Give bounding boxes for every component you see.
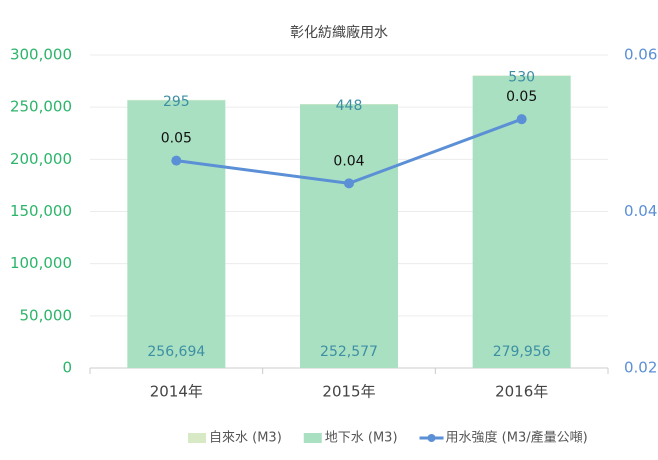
bar-value-label: 448 [336, 98, 363, 114]
bar [472, 75, 571, 76]
y2-tick-label: 0.02 [624, 359, 657, 377]
legend-label: 用水強度 (M3/產量公噸) [446, 430, 588, 446]
bar-value-label: 252,577 [320, 344, 378, 360]
legend-swatch [188, 433, 206, 443]
bar-value-label: 295 [163, 94, 190, 110]
x-tick-label: 2015年 [322, 383, 375, 401]
bar [472, 75, 571, 369]
bar-value-label: 530 [508, 69, 535, 85]
x-tick-label: 2016年 [495, 383, 548, 401]
bar-value-label: 256,694 [147, 344, 205, 360]
y2-tick-label: 0.06 [624, 46, 657, 64]
y-tick-label: 100,000 [10, 254, 72, 272]
line-point [516, 114, 527, 125]
line-value-label: 0.05 [161, 131, 192, 147]
line-value-label: 0.05 [506, 89, 537, 105]
bar-value-label: 279,956 [493, 344, 551, 360]
y-tick-label: 150,000 [10, 202, 72, 220]
y2-tick-label: 0.04 [624, 202, 657, 220]
y-tick-label: 250,000 [10, 98, 72, 116]
y-tick-label: 50,000 [20, 306, 73, 324]
line-point [171, 155, 182, 166]
legend-label: 自來水 (M3) [209, 431, 282, 446]
legend-point [427, 434, 436, 442]
line-value-label: 0.04 [333, 153, 364, 169]
line-point [344, 178, 354, 189]
legend-swatch [303, 433, 322, 443]
legend-label: 地下水 (M3) [325, 431, 398, 446]
y-tick-label: 300,000 [10, 46, 72, 64]
y-tick-label: 0 [62, 359, 72, 377]
bar [300, 104, 398, 368]
x-tick-label: 2014年 [150, 383, 203, 401]
y-tick-label: 200,000 [10, 150, 72, 168]
bar [127, 100, 226, 369]
chart-title: 彰化紡織廠用水 [290, 24, 388, 41]
